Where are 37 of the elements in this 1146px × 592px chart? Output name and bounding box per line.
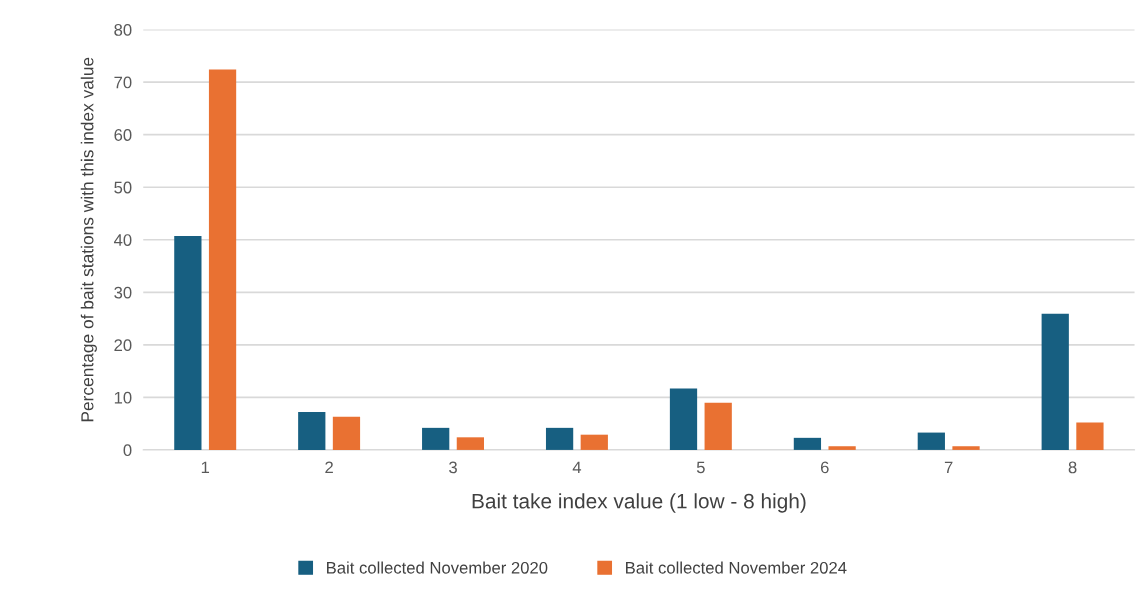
legend-label: Bait collected November 2020 (327, 561, 548, 574)
x-tick-label: 6 (820, 461, 829, 474)
bar (917, 432, 945, 450)
y-tick-label: 70 (114, 76, 132, 89)
bar (422, 427, 450, 450)
x-tick-label: 1 (201, 461, 210, 474)
y-tick-label: 10 (114, 391, 132, 404)
bar (332, 416, 361, 450)
x-tick-label: 5 (696, 461, 705, 474)
bar (669, 388, 698, 450)
bar (793, 437, 822, 450)
y-tick-label: 60 (114, 129, 132, 141)
bar (298, 412, 326, 450)
bar (704, 402, 732, 450)
y-tick-label: 80 (114, 24, 132, 36)
bar (208, 69, 237, 450)
bar (952, 446, 980, 450)
y-tick-label: 30 (114, 286, 132, 299)
y-axis-title: Percentage of bait stations with this index value (80, 57, 97, 422)
bar (828, 446, 856, 450)
y-tick-label: 40 (113, 234, 132, 246)
bar (580, 434, 608, 450)
x-tick-label: 2 (325, 461, 333, 474)
x-tick-label: 7 (944, 461, 953, 474)
bar (456, 437, 485, 450)
y-tick-label: 20 (114, 339, 132, 352)
bar (545, 427, 574, 450)
bar (1076, 422, 1104, 450)
bar (1041, 313, 1069, 450)
y-tick-label: 0 (123, 444, 132, 457)
x-axis-title: Bait take index value (1 low - 8 high) (472, 493, 806, 513)
legend-label: Bait collected November 2024 (626, 561, 847, 574)
y-tick-label: 50 (114, 181, 132, 194)
x-tick-label: 4 (572, 461, 582, 474)
x-tick-label: 3 (449, 461, 457, 474)
bar (174, 236, 202, 450)
x-tick-label: 8 (1068, 461, 1077, 474)
